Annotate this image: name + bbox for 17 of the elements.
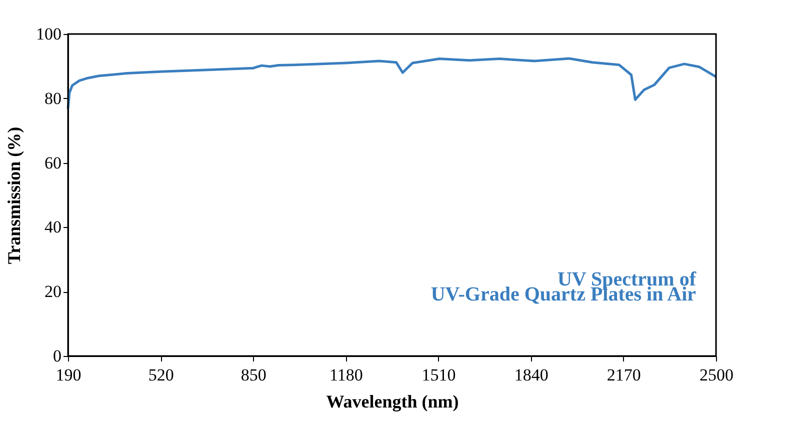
x-tick-label: 2170 <box>606 366 641 384</box>
x-axis-title: Wavelength (nm) <box>326 392 459 412</box>
x-tick-label: 1180 <box>330 366 363 384</box>
x-tick-label: 1840 <box>514 366 548 384</box>
x-tick-label: 190 <box>56 366 82 384</box>
y-tick-label: 60 <box>44 153 62 172</box>
y-tick-label: 80 <box>44 88 62 108</box>
x-tick-label: 1510 <box>422 366 456 384</box>
y-tick-label: 100 <box>36 24 62 44</box>
x-tick-label: 2500 <box>700 366 734 384</box>
x-tick-label: 520 <box>148 366 174 384</box>
y-tick-label: 0 <box>53 346 62 366</box>
y-axis-title: Transmission (%) <box>4 126 24 264</box>
y-tick-label: 40 <box>44 218 62 237</box>
x-tick-label: 850 <box>240 366 266 384</box>
y-tick-label: 20 <box>44 282 62 302</box>
line-series <box>66 57 718 110</box>
